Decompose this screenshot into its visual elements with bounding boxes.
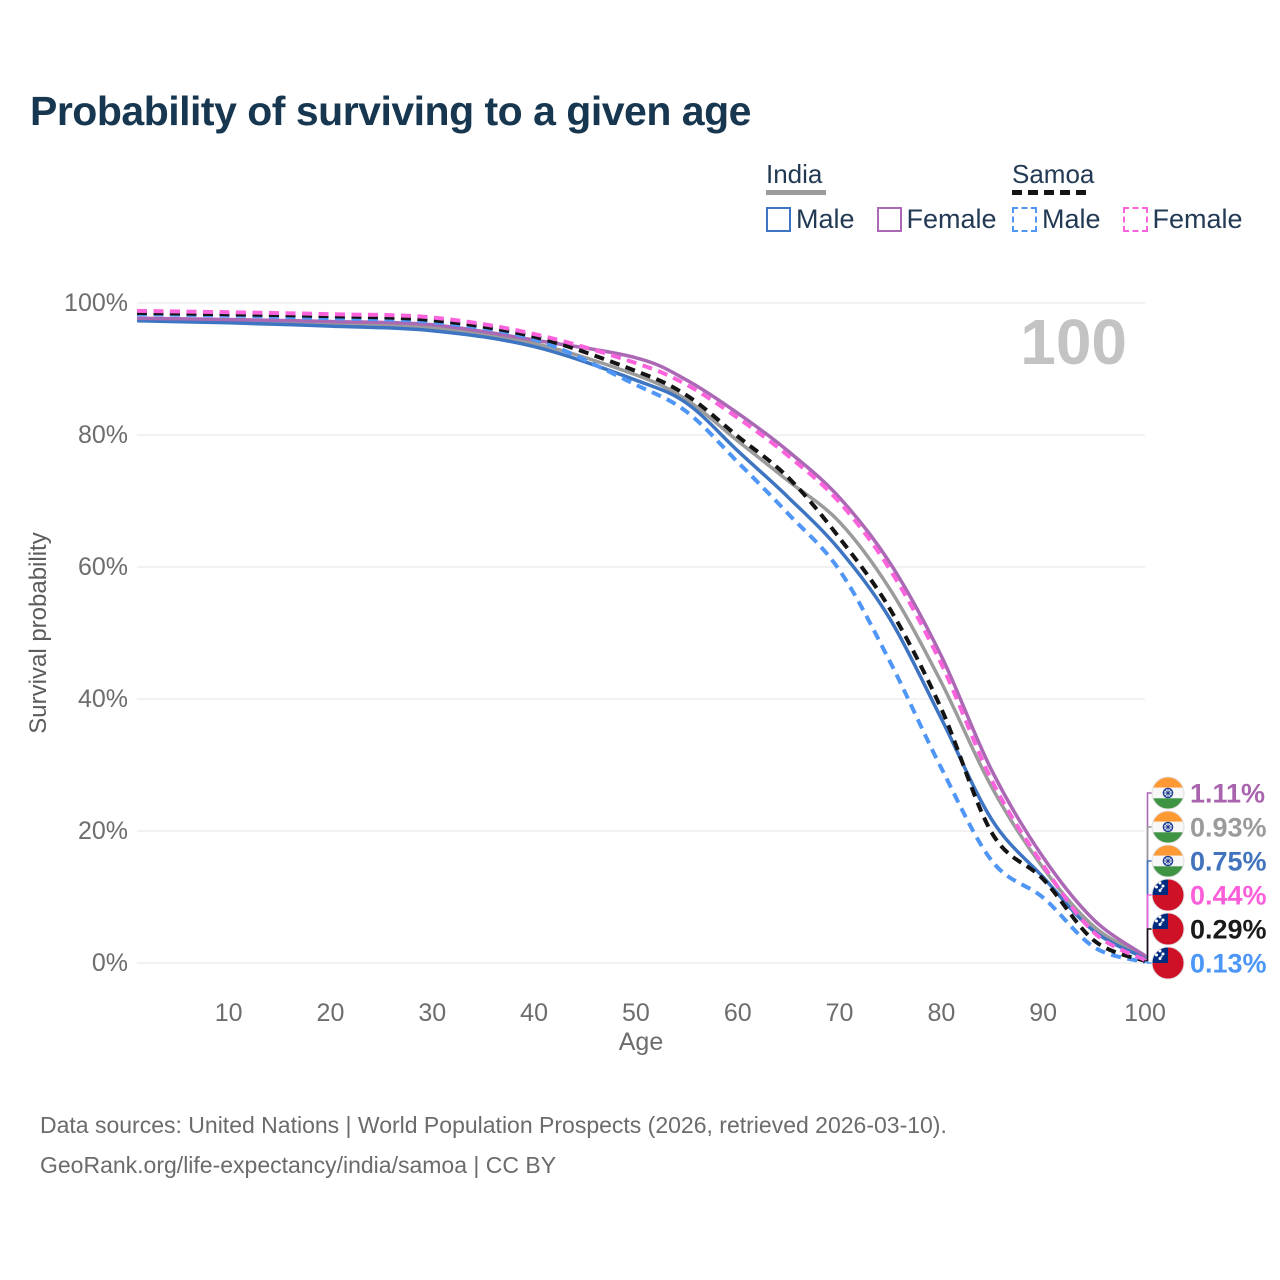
series-line-samoa-female[interactable] xyxy=(136,308,1146,962)
legend-item-india-male[interactable]: Male xyxy=(766,204,855,235)
x-tick-label: 40 xyxy=(520,999,548,1027)
series-line-india-male[interactable] xyxy=(136,319,1146,960)
legend-group-title-samoa: Samoa xyxy=(1012,159,1095,189)
x-tick-label: 10 xyxy=(215,999,243,1027)
end-label-value: 1.11% xyxy=(1190,779,1265,809)
series-line-india-female[interactable] xyxy=(136,316,1147,958)
samoa-flag-icon xyxy=(1152,879,1184,911)
legend-item-label: Male xyxy=(796,204,855,234)
y-tick-label: 60% xyxy=(78,553,128,581)
y-tick-label: 40% xyxy=(78,685,128,713)
legend-item-samoa-male[interactable]: Male xyxy=(1012,204,1101,235)
legend-item-label: Female xyxy=(1152,204,1243,234)
legend-swatch-samoa-female-icon xyxy=(1122,207,1148,232)
y-axis-title: Survival probability xyxy=(25,532,52,733)
footer-data-sources: Data sources: United Nations | World Pop… xyxy=(40,1112,947,1138)
end-label-connector xyxy=(1145,792,1152,957)
x-tick-label: 30 xyxy=(418,999,446,1027)
y-tick-label: 20% xyxy=(78,817,128,845)
y-tick-label: 80% xyxy=(78,421,128,449)
x-tick-label: 100 xyxy=(1124,999,1166,1027)
legend-item-india-female[interactable]: Female xyxy=(876,204,997,235)
x-axis-title: Age xyxy=(619,1028,663,1056)
x-tick-label: 80 xyxy=(927,999,955,1027)
page-title: Probability of surviving to a given age xyxy=(30,88,751,134)
india-flag-icon xyxy=(1152,845,1184,877)
legend-swatch-india-male-icon xyxy=(766,207,791,232)
end-label-connector xyxy=(1145,961,1152,964)
end-label-connector xyxy=(1145,860,1152,959)
legend-item-samoa-female[interactable]: Female xyxy=(1122,204,1243,235)
end-label-connector xyxy=(1145,894,1152,961)
end-label-value: 0.93% xyxy=(1190,813,1267,843)
x-tick-label: 20 xyxy=(317,999,345,1027)
legend-group-samoa: Samoa Male Female xyxy=(1012,161,1265,235)
footer-attribution: GeoRank.org/life-expectancy/india/samoa … xyxy=(40,1152,557,1178)
legend-underline-samoa xyxy=(1012,190,1090,195)
end-label-value: 0.44% xyxy=(1190,881,1267,911)
india-flag-icon xyxy=(1152,811,1184,843)
end-label-connector xyxy=(1145,928,1152,962)
legend-group-india: India Male Female xyxy=(766,161,1019,235)
legend-item-label: Female xyxy=(906,204,997,234)
legend-item-label: Male xyxy=(1042,204,1101,234)
legend-group-title-india: India xyxy=(766,159,823,189)
end-label-value: 0.29% xyxy=(1190,915,1267,945)
series-line-india[interactable] xyxy=(136,317,1146,959)
footer: Data sources: United Nations | World Pop… xyxy=(40,1105,947,1185)
end-label-value: 0.75% xyxy=(1190,847,1267,877)
y-tick-label: 0% xyxy=(92,949,128,977)
x-tick-label: 90 xyxy=(1029,999,1057,1027)
india-flag-icon xyxy=(1152,777,1184,809)
x-tick-label: 70 xyxy=(826,999,854,1027)
x-tick-label: 60 xyxy=(724,999,752,1027)
y-tick-label: 100% xyxy=(64,289,128,317)
series-line-samoa[interactable] xyxy=(136,310,1146,963)
end-label-value: 0.13% xyxy=(1190,949,1267,979)
end-label-connector xyxy=(1145,826,1152,958)
legend-swatch-india-female-icon xyxy=(876,207,902,232)
series-line-samoa-male[interactable] xyxy=(136,312,1146,965)
age-watermark: 100 xyxy=(1020,306,1127,378)
legend-underline-india xyxy=(766,190,826,195)
x-tick-label: 50 xyxy=(622,999,650,1027)
legend-swatch-samoa-male-icon xyxy=(1012,207,1037,232)
